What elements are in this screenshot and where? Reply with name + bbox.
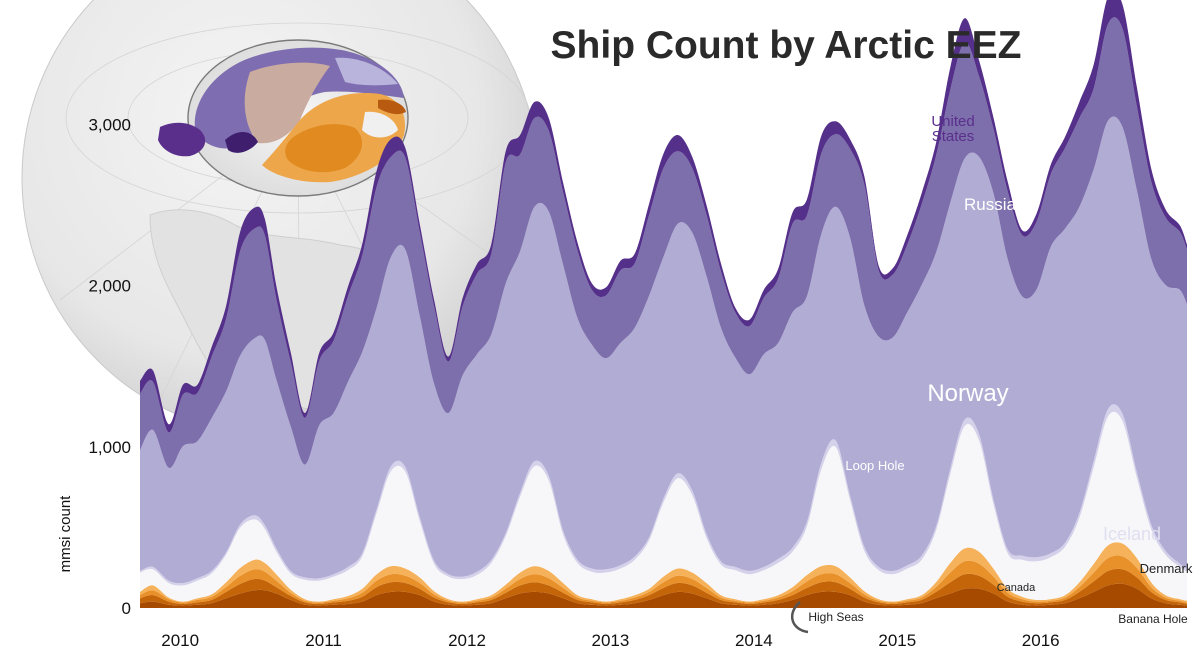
area-norway [140,116,1187,584]
label-norway: Norway [927,380,1008,407]
high-seas-pointer [790,601,809,634]
series-labels: United States Russia Norway Loop Hole Iceland… [790,113,1193,634]
area-banana-hole [140,583,1187,608]
x-tick-label: 2010 [161,631,199,650]
x-tick-label: 2011 [305,631,342,650]
y-tick-label: 1,000 [88,438,131,457]
label-russia: Russia [964,195,1017,214]
area-loop-hole [140,411,1187,602]
y-tick-label: 0 [122,599,131,618]
x-tick-label: 2015 [878,631,916,650]
label-canada: Canada [997,582,1036,594]
label-banana-hole: Banana Hole [1118,612,1188,626]
chart-title: Ship Count by Arctic EEZ [551,24,1022,67]
label-high-seas: High Seas [808,610,863,624]
plot-area [140,0,1187,608]
y-tick-label: 3,000 [88,116,131,135]
x-tick-label: 2016 [1022,631,1060,650]
area-russia [140,17,1187,469]
x-tick-label: 2014 [735,631,773,650]
label-iceland: Iceland [1103,524,1161,544]
label-denmark: Denmark [1140,561,1193,576]
y-axis-label: mmsi count [57,495,74,573]
x-tick-label: 2013 [592,631,630,650]
x-tick-label: 2012 [448,631,486,650]
y-tick-label: 2,000 [88,277,131,296]
axes: 0 1,000 2,000 3,000 2010 2011 2012 2013 2014 2015… [88,116,1059,650]
label-united-states: United States [931,113,974,145]
area-denmark [140,568,1187,606]
label-loop-hole: Loop Hole [845,458,904,473]
